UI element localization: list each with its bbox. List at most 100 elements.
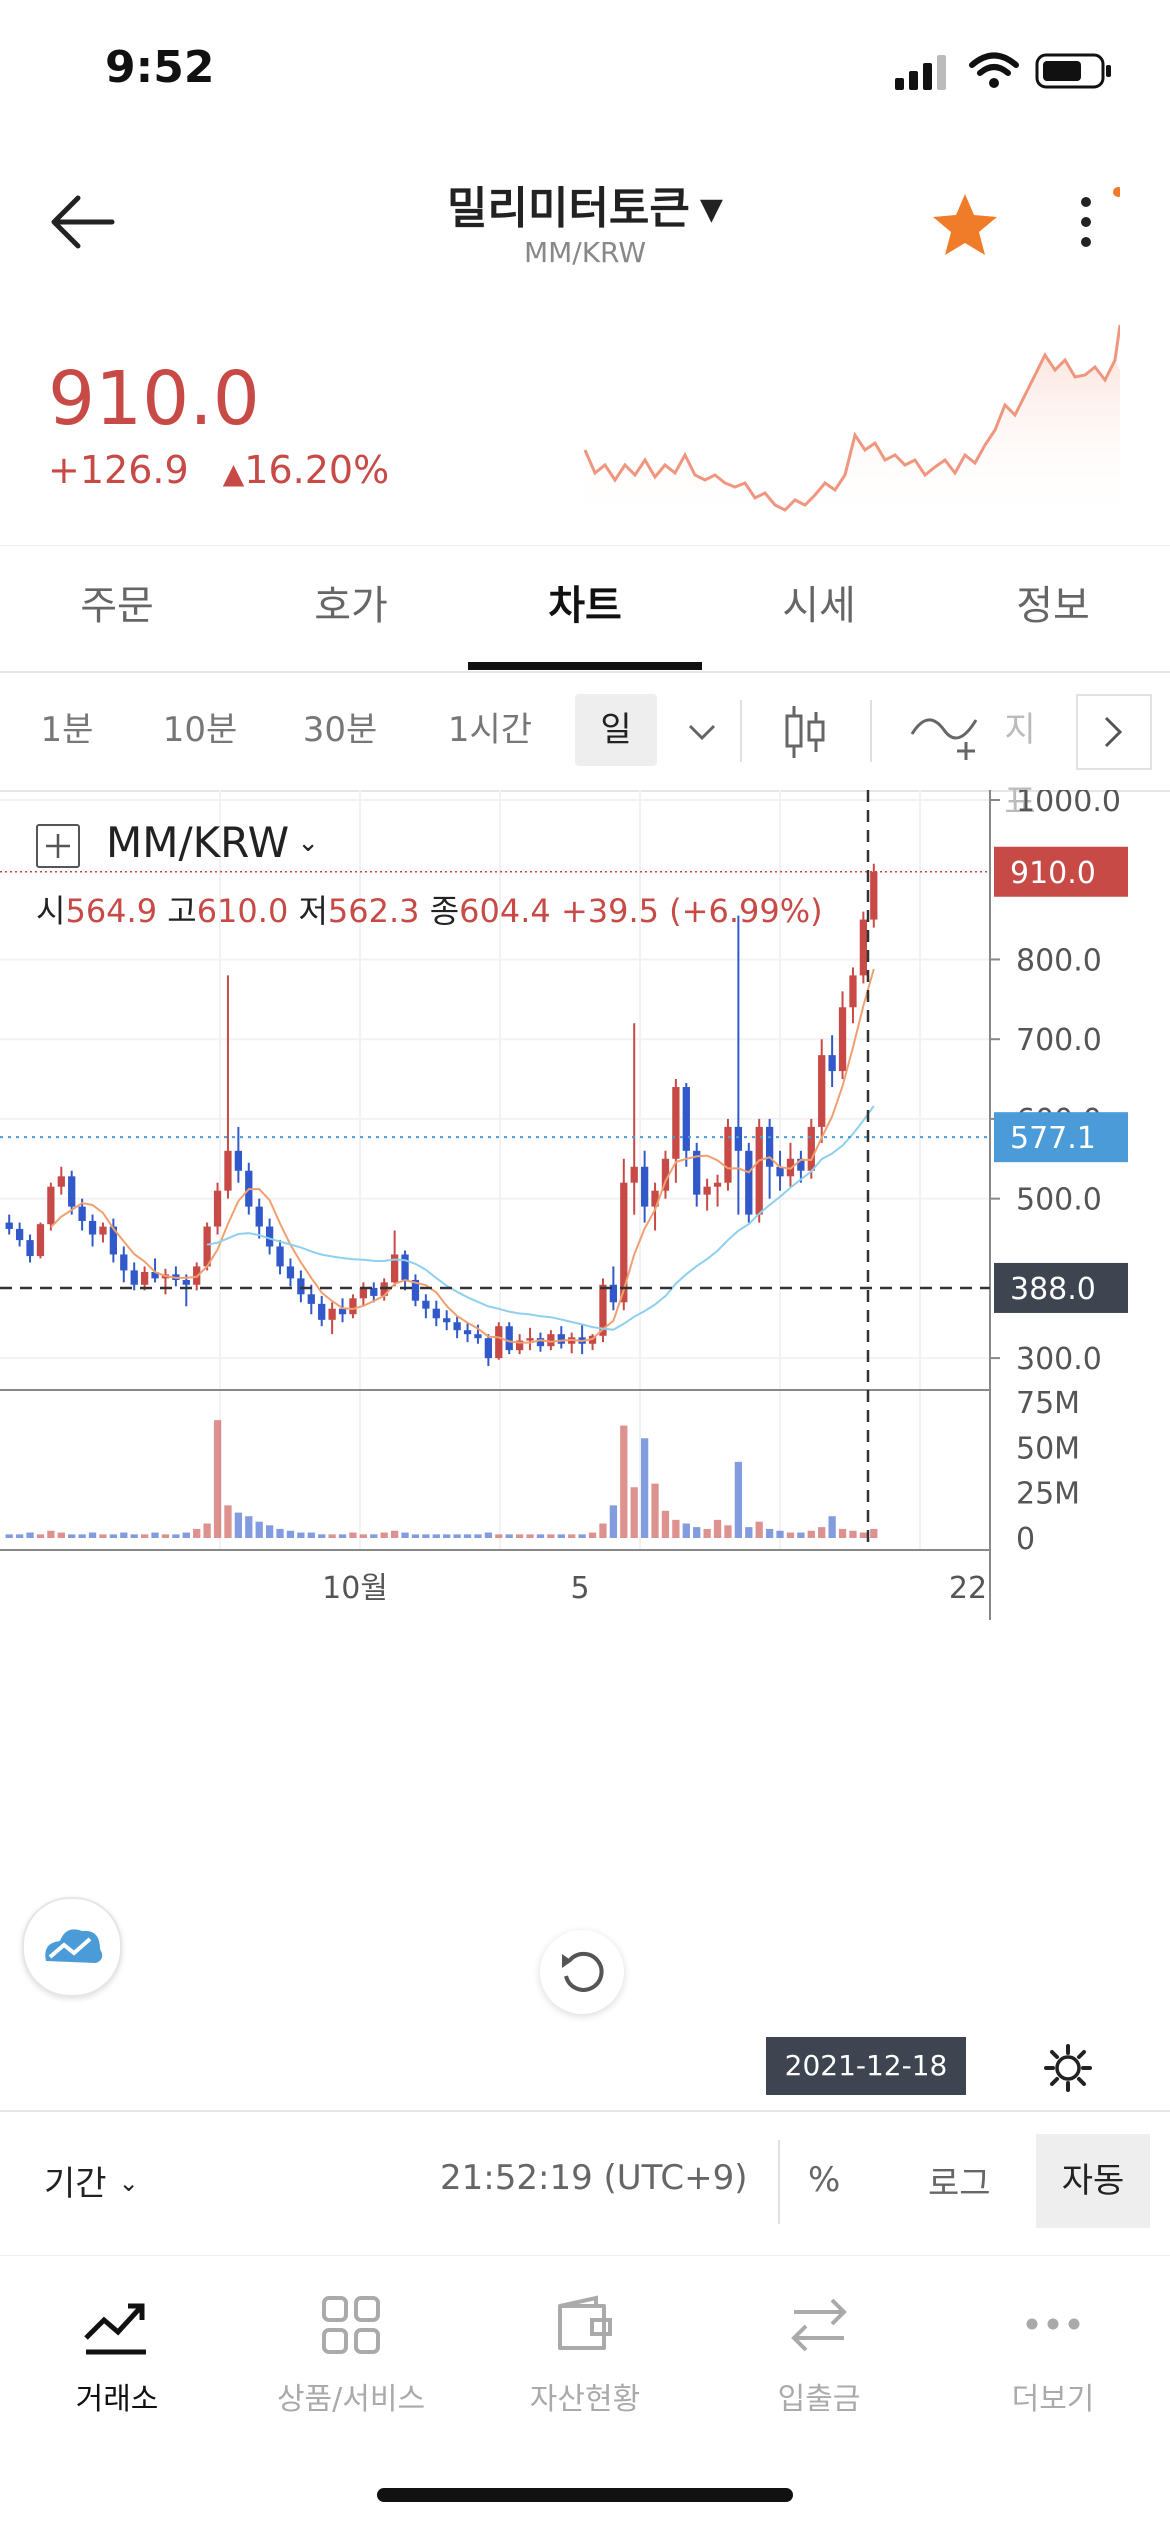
crosshair-date-label: 2021-12-18 xyxy=(766,2037,966,2095)
chart-settings-gear-icon[interactable] xyxy=(1040,2040,1096,2096)
candle-body xyxy=(182,1279,190,1285)
ohlc-close: 604.4 xyxy=(459,892,551,930)
volume-bar xyxy=(36,1534,45,1538)
candle-body xyxy=(57,1176,65,1187)
tab-order[interactable]: 주문 xyxy=(80,583,154,629)
volume-bar xyxy=(15,1534,24,1538)
candle-body xyxy=(140,1272,149,1285)
volume-bar xyxy=(338,1534,347,1538)
interval-30m[interactable]: 30분 xyxy=(302,710,378,750)
candle-body xyxy=(432,1308,440,1319)
tab-market-price[interactable]: 시세 xyxy=(782,583,856,629)
volume-bar xyxy=(245,1516,253,1538)
ma-value-badge: 577.1 xyxy=(1010,1121,1096,1156)
candle-body xyxy=(838,1007,847,1072)
volume-bar xyxy=(536,1534,545,1538)
candle-body xyxy=(359,1287,368,1299)
candle-body xyxy=(349,1298,357,1315)
percent-scale-toggle[interactable]: % xyxy=(808,2160,841,2200)
candle-body xyxy=(849,975,857,1008)
nav-more[interactable]: 더보기 xyxy=(936,2256,1170,2456)
period-selector[interactable]: 기간 ⌄ xyxy=(44,2156,139,2205)
interval-1h[interactable]: 1시간 xyxy=(447,710,533,750)
crosshair-price-badge: 388.0 xyxy=(1010,1272,1096,1307)
candle-body xyxy=(828,1055,836,1072)
interval-10m[interactable]: 10분 xyxy=(162,710,238,750)
volume-bar xyxy=(120,1532,128,1538)
tab-info[interactable]: 정보 xyxy=(1016,583,1090,629)
volume-bar xyxy=(474,1534,482,1538)
volume-bar xyxy=(370,1534,378,1538)
more-menu-icon[interactable] xyxy=(1060,180,1120,260)
interval-day[interactable]: 일 xyxy=(575,694,657,766)
add-symbol-icon[interactable] xyxy=(36,824,80,868)
volume-bar xyxy=(505,1534,513,1538)
back-arrow-icon[interactable] xyxy=(48,190,120,254)
volume-bar xyxy=(807,1530,815,1538)
volume-bar xyxy=(286,1530,295,1538)
volume-bar xyxy=(765,1528,774,1538)
trading-view-logo-button[interactable] xyxy=(22,1897,122,1997)
candle-body xyxy=(703,1186,711,1195)
candle-body xyxy=(286,1266,295,1279)
candle-body xyxy=(505,1326,513,1351)
volume-bar xyxy=(515,1534,524,1538)
chevron-down-icon[interactable] xyxy=(680,712,724,752)
candle-body xyxy=(557,1334,565,1344)
date-axis-label: 5 xyxy=(570,1571,589,1606)
volume-bar xyxy=(588,1532,597,1538)
volume-bar xyxy=(380,1532,388,1538)
volume-bar xyxy=(818,1527,826,1538)
candle-body xyxy=(620,1182,628,1303)
volume-bar xyxy=(432,1534,440,1538)
nav-transfer[interactable]: 입출금 xyxy=(702,2256,936,2456)
chart-area[interactable]: 1000.0800.0700.0600.0500.0300.075M50M25M… xyxy=(0,784,1170,2110)
candle-body xyxy=(88,1220,97,1235)
grid-icon xyxy=(322,2296,380,2354)
indicator-label[interactable]: 지표 xyxy=(1004,710,1036,822)
volume-axis-label: 50M xyxy=(1016,1431,1080,1466)
volume-bar xyxy=(213,1420,222,1538)
volume-axis-label: 25M xyxy=(1016,1477,1080,1512)
volume-bar xyxy=(68,1534,76,1538)
candle-body xyxy=(526,1338,534,1341)
volume-bar xyxy=(672,1519,680,1538)
candle-body xyxy=(68,1176,76,1207)
bottom-navigation: 거래소 상품/서비스 자산현황 입출금 더보기 xyxy=(0,2255,1170,2533)
price-chart[interactable]: 1000.0800.0700.0600.0500.0300.075M50M25M… xyxy=(0,784,1170,2110)
candle-type-icon[interactable] xyxy=(780,702,830,762)
chevron-down-icon: ⌄ xyxy=(297,828,319,858)
candle-body xyxy=(630,1166,638,1183)
candle-body xyxy=(640,1166,649,1207)
nav-assets[interactable]: 자산현황 xyxy=(468,2256,702,2456)
status-bar: 9:52 xyxy=(0,0,1170,150)
tab-orderbook[interactable]: 호가 xyxy=(314,583,388,629)
interval-1m[interactable]: 1분 xyxy=(40,710,94,750)
candle-body xyxy=(390,1254,399,1283)
volume-bar xyxy=(599,1523,607,1538)
candle-body xyxy=(776,1166,784,1177)
favorite-star-icon[interactable] xyxy=(930,190,1000,260)
volume-bar xyxy=(661,1510,670,1538)
tab-chart[interactable]: 차트 xyxy=(548,583,622,629)
volume-bar xyxy=(630,1487,638,1538)
chevron-right-icon xyxy=(1104,716,1123,748)
candle-body xyxy=(120,1254,128,1271)
active-tab-indicator xyxy=(468,662,702,670)
nav-products[interactable]: 상품/서비스 xyxy=(234,2256,468,2456)
volume-bar xyxy=(224,1505,232,1538)
toolbar-scroll-right[interactable] xyxy=(1076,694,1152,770)
ohlc-label-open: 시 xyxy=(36,892,66,930)
auto-scale-toggle[interactable]: 자동 xyxy=(1036,2134,1150,2228)
log-scale-toggle[interactable]: 로그 xyxy=(928,2164,991,2204)
chart-reset-button[interactable] xyxy=(540,1930,624,2014)
volume-bar xyxy=(130,1534,138,1538)
chart-symbol[interactable]: MM/KRW ⌄ xyxy=(106,818,319,867)
coin-title[interactable]: 밀리미터토큰 ▼ xyxy=(0,172,1170,236)
ohlc-open: 564.9 xyxy=(65,892,158,930)
indicator-icon[interactable] xyxy=(910,702,990,762)
nav-exchange[interactable]: 거래소 xyxy=(0,2256,234,2456)
ma-value-badge-bg xyxy=(994,1112,1128,1163)
volume-bar xyxy=(26,1532,34,1538)
candle-body xyxy=(474,1334,482,1339)
